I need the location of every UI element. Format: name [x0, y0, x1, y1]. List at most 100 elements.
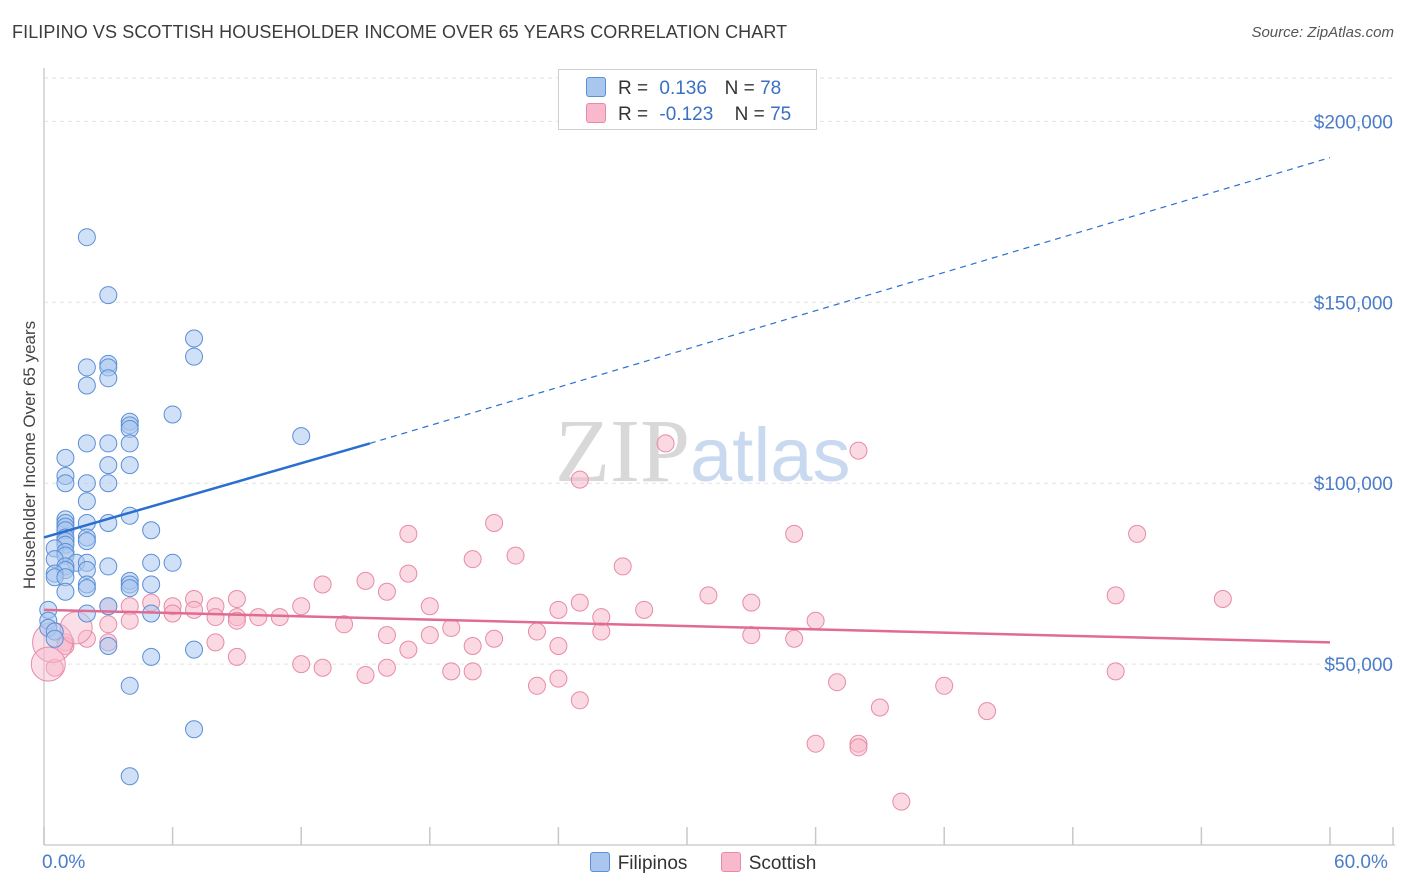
- scottish-point: [785, 629, 804, 648]
- filipino-point: [99, 456, 118, 475]
- scottish-point: [249, 608, 268, 627]
- legend-r-label: R =: [618, 78, 649, 99]
- bottom-swatch-filipinos: [589, 852, 610, 872]
- filipino-point: [292, 427, 311, 446]
- scottish-point: [292, 597, 311, 616]
- filipino-point: [56, 448, 75, 467]
- scottish-point: [399, 524, 418, 543]
- filipino-point: [163, 405, 182, 424]
- filipino-points: [39, 228, 311, 786]
- filipino-point: [77, 492, 96, 511]
- bottom-legend: Filipinos Scottish: [0, 852, 1406, 875]
- filipino-point: [77, 228, 96, 247]
- filipino-point: [142, 575, 161, 594]
- bottom-legend-filipinos: Filipinos: [589, 852, 688, 875]
- filipino-point: [99, 434, 118, 453]
- scottish-point: [935, 676, 954, 695]
- grid-lines: [44, 77, 1395, 665]
- filipino-point: [142, 521, 161, 540]
- filipino-point: [56, 474, 75, 493]
- scottish-point: [613, 557, 632, 576]
- legend-swatch-scottish: [586, 103, 606, 123]
- x-tick-min: 0.0%: [42, 852, 86, 873]
- filipino-point: [77, 358, 96, 377]
- filipino-trend-extension: [369, 157, 1331, 444]
- scottish-point: [420, 597, 439, 616]
- scottish-point: [592, 622, 611, 641]
- scottish-point: [463, 550, 482, 569]
- filipino-point: [185, 347, 204, 366]
- y-tick-label: $100,000: [1314, 474, 1393, 495]
- scottish-point: [377, 582, 396, 601]
- legend-n-label: N =: [734, 104, 765, 125]
- bottom-legend-label-filipinos: Filipinos: [617, 853, 688, 874]
- filipino-point: [142, 553, 161, 572]
- scottish-point: [656, 434, 675, 453]
- filipino-point: [77, 376, 96, 395]
- filipino-point: [120, 767, 139, 786]
- scottish-point: [570, 593, 589, 612]
- scottish-point: [463, 637, 482, 656]
- y-tick-label: $200,000: [1314, 112, 1393, 133]
- scottish-point: [313, 658, 332, 677]
- scottish-point: [377, 658, 396, 677]
- bottom-legend-scottish: Scottish: [720, 852, 817, 875]
- scottish-point: [785, 524, 804, 543]
- axes: [43, 68, 1395, 846]
- scottish-point: [485, 629, 504, 648]
- scottish-point: [570, 470, 589, 489]
- scottish-point: [227, 589, 246, 608]
- y-tick-label: $150,000: [1314, 293, 1393, 314]
- scottish-point: [206, 608, 225, 627]
- scottish-point: [313, 575, 332, 594]
- filipino-point: [185, 720, 204, 739]
- scottish-point: [206, 633, 225, 652]
- legend-n-label: N =: [724, 78, 755, 99]
- legend: R = 0.136 N = 78 R = -0.123 N = 75: [558, 69, 817, 130]
- scottish-point: [120, 611, 139, 630]
- filipino-point: [56, 582, 75, 601]
- scottish-point: [227, 647, 246, 666]
- filipino-point: [77, 604, 96, 623]
- scottish-point: [699, 586, 718, 605]
- filipino-point: [99, 637, 118, 656]
- bottom-legend-label-scottish: Scottish: [748, 853, 817, 874]
- filipino-point: [77, 532, 96, 551]
- scottish-point: [292, 655, 311, 674]
- filipino-point: [99, 286, 118, 305]
- scottish-point: [806, 734, 825, 753]
- y-tick-labels: $50,000 $100,000 $150,000 $200,000: [1314, 112, 1393, 676]
- scottish-point: [849, 441, 868, 460]
- legend-r-scottish: -0.123: [659, 104, 714, 125]
- scottish-point: [45, 658, 64, 677]
- legend-r-filipinos: 0.136: [659, 78, 707, 99]
- scottish-point: [356, 665, 375, 684]
- scottish-point: [442, 618, 461, 637]
- filipino-point: [120, 579, 139, 598]
- scottish-point-cluster: [30, 646, 66, 682]
- scottish-point: [335, 615, 354, 634]
- scottish-point: [742, 593, 761, 612]
- scottish-point: [1128, 524, 1147, 543]
- scottish-point: [99, 615, 118, 634]
- scottish-point: [442, 662, 461, 681]
- legend-r-label: R =: [618, 104, 649, 125]
- chart-title: FILIPINO VS SCOTTISH HOUSEHOLDER INCOME …: [12, 22, 788, 42]
- scottish-point: [463, 662, 482, 681]
- filipino-point: [99, 369, 118, 388]
- scottish-point: [527, 676, 546, 695]
- filipino-point: [99, 474, 118, 493]
- legend-row-filipinos: R = 0.136 N = 78: [586, 77, 781, 100]
- scottish-point: [870, 698, 889, 717]
- filipino-point: [120, 676, 139, 695]
- scottish-point: [549, 669, 568, 688]
- scottish-point: [527, 622, 546, 641]
- scottish-point: [570, 691, 589, 710]
- scottish-point: [399, 640, 418, 659]
- scottish-point: [1106, 586, 1125, 605]
- source-label: Source: ZipAtlas.com: [1251, 24, 1394, 41]
- filipino-point: [77, 579, 96, 598]
- scottish-point: [506, 546, 525, 565]
- scottish-point: [485, 514, 504, 533]
